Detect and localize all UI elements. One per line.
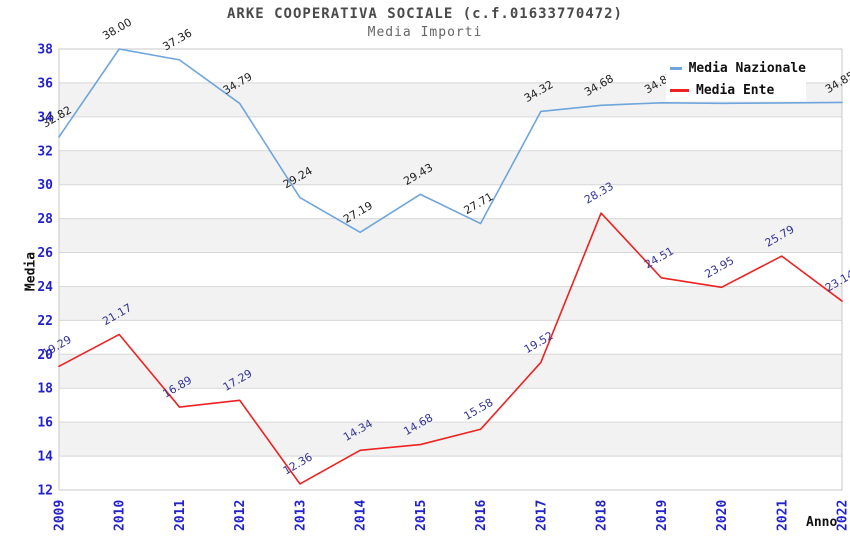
legend-item-media-nazionale: Media Nazionale: [666, 59, 806, 77]
svg-text:12: 12: [37, 484, 53, 499]
series-line-media-ente: [58, 212, 843, 485]
series-line-media-nazionale: [58, 48, 843, 234]
media-nazionale-line-swatch: [670, 66, 682, 70]
svg-text:32.82: 32.82: [40, 103, 74, 130]
svg-text:19.52: 19.52: [522, 329, 556, 356]
svg-text:2014: 2014: [354, 500, 369, 531]
svg-text:26: 26: [37, 246, 53, 261]
svg-text:16: 16: [37, 416, 53, 431]
svg-text:22: 22: [37, 314, 53, 329]
svg-text:32: 32: [37, 144, 53, 159]
svg-text:30: 30: [37, 178, 53, 193]
svg-text:2010: 2010: [113, 500, 128, 531]
x-axis-title: Anno: [806, 515, 838, 530]
svg-text:2015: 2015: [414, 500, 429, 531]
legend-label-media-nazionale: Media Nazionale: [688, 60, 806, 76]
svg-text:2009: 2009: [53, 500, 68, 531]
svg-text:2021: 2021: [775, 500, 790, 531]
chart-subtitle: Media Importi: [367, 25, 483, 40]
svg-text:34: 34: [37, 110, 53, 125]
svg-text:2012: 2012: [233, 500, 248, 531]
svg-text:2018: 2018: [595, 500, 610, 531]
y-tick-labels: 38 36 34 32 30 28 26 24 22 20 18 16 14 12: [37, 43, 53, 499]
svg-text:2013: 2013: [293, 500, 308, 531]
y-axis-title: Media: [23, 251, 39, 292]
plot-border: [58, 48, 843, 491]
chart-title: ARKE COOPERATIVA SOCIALE (c.f.0163377047…: [226, 6, 623, 22]
media-ente-line-swatch: [670, 88, 689, 92]
svg-text:24: 24: [37, 280, 53, 295]
svg-text:34.85: 34.85: [823, 69, 850, 96]
svg-text:20: 20: [37, 348, 53, 363]
svg-text:38: 38: [37, 43, 53, 58]
x-tick-labels: 2009 2010 2011 2012 2013 2014 2015 2016 2017 2018…: [53, 500, 850, 531]
svg-text:2019: 2019: [655, 500, 670, 531]
svg-text:2020: 2020: [715, 500, 730, 531]
svg-text:23.95: 23.95: [703, 254, 737, 281]
svg-text:14: 14: [37, 450, 53, 465]
legend-item-media-ente: Media Ente: [666, 81, 806, 99]
legend-label-media-ente: Media Ente: [696, 82, 775, 98]
svg-text:2011: 2011: [173, 500, 188, 531]
svg-text:28: 28: [37, 212, 53, 227]
svg-text:2022: 2022: [836, 500, 850, 531]
svg-text:36: 36: [37, 76, 53, 91]
svg-text:23.14: 23.14: [823, 268, 850, 295]
svg-text:2016: 2016: [474, 500, 489, 531]
legend: Media Nazionale Media Ente: [666, 57, 806, 101]
svg-text:2017: 2017: [534, 500, 549, 531]
svg-text:27.71: 27.71: [462, 190, 496, 217]
svg-text:18: 18: [37, 382, 53, 397]
